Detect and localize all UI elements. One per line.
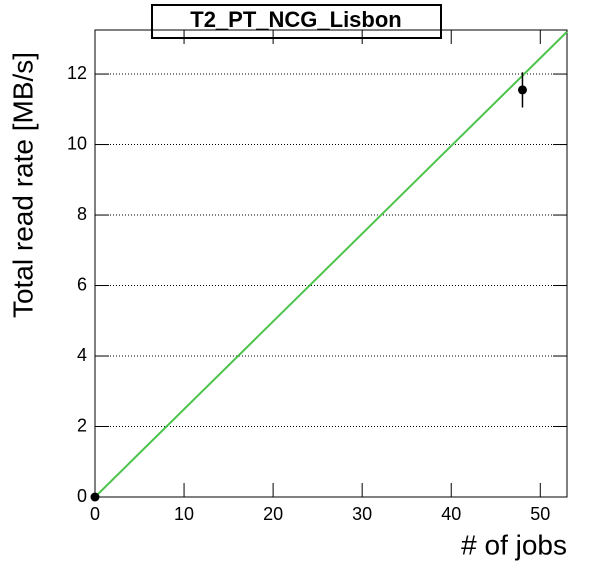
chart-title: T2_PT_NCG_Lisbon — [190, 7, 401, 32]
y-tick-label: 0 — [77, 486, 87, 506]
plot-frame — [94, 29, 568, 498]
x-tick-label: 50 — [530, 504, 550, 524]
y-tick-label: 10 — [67, 133, 87, 153]
x-tick-label: 30 — [352, 504, 372, 524]
title-box — [151, 4, 442, 39]
point — [517, 85, 527, 95]
y-axis-title: Total read rate [MB/s] — [7, 52, 38, 318]
y-tick-label: 12 — [67, 63, 87, 83]
y-tick-label: 8 — [77, 204, 87, 224]
x-tick-label: 20 — [263, 504, 283, 524]
fit-line — [94, 31, 568, 498]
x-tick-label: 0 — [90, 504, 100, 524]
y-tick-label: 6 — [77, 274, 87, 294]
y-tick-label: 2 — [77, 415, 87, 435]
x-axis-title: # of jobs — [461, 529, 567, 560]
y-tick-label: 4 — [77, 345, 87, 365]
x-tick-label: 10 — [174, 504, 194, 524]
point — [90, 492, 100, 502]
x-tick-label: 40 — [441, 504, 461, 524]
